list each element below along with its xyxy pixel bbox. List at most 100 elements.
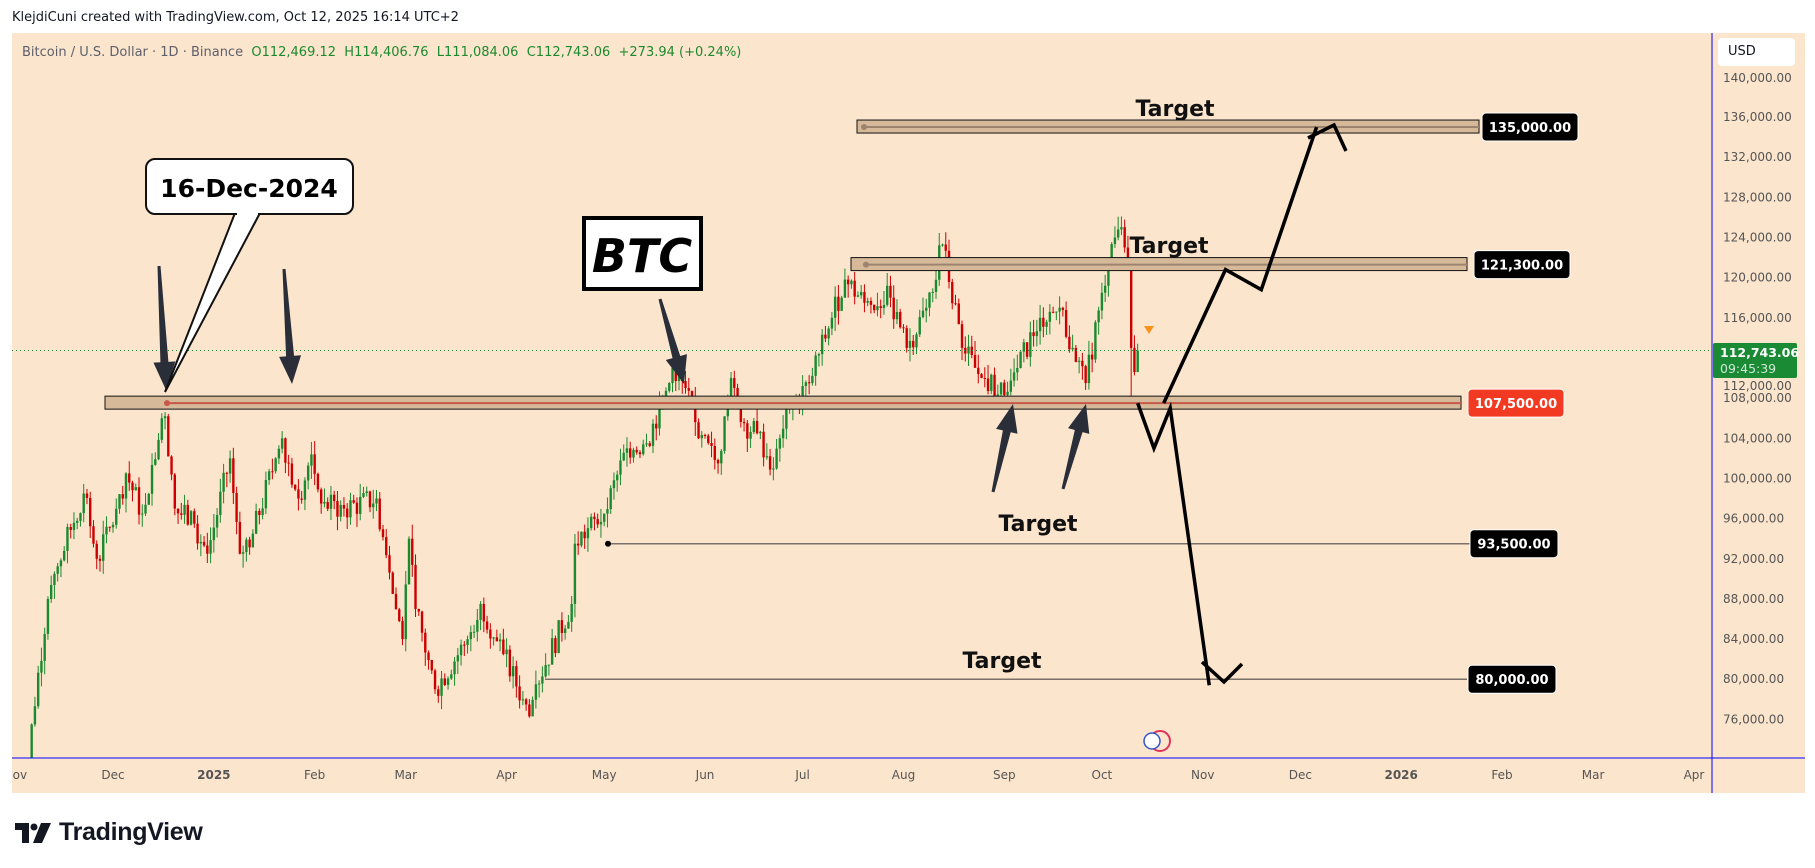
candle-body [1077,360,1081,363]
price-tick-label: 100,000.00 [1723,471,1792,485]
level-label-135000[interactable]: 135,000.00 [1481,112,1579,142]
events-flag [1143,732,1161,750]
target-label: Target [1129,234,1209,259]
candle-body [954,303,957,305]
candle-body [1006,391,1009,396]
time-tick-label: Apr [1684,768,1705,782]
candle-body [609,488,612,510]
price-tick-label: 92,000.00 [1723,552,1784,566]
level-label-121300[interactable]: 121,300.00 [1473,250,1571,280]
candle-body [1003,382,1006,396]
candle-body [313,454,316,474]
arrow-down-icon[interactable] [658,298,687,384]
time-tick-label: Mar [394,768,417,782]
level-label-93500[interactable]: 93,500.00 [1469,529,1559,559]
candle-body [602,513,606,522]
candle-body [658,397,661,429]
candle-body [359,496,362,514]
arrow-up-icon[interactable] [1061,404,1090,490]
date-callout[interactable]: 16-Dec-2024 [145,158,354,393]
candle-body [235,492,238,522]
candle-body [111,524,115,528]
arrow-down-icon[interactable] [279,268,302,384]
candle-body [986,378,990,392]
candle-body [446,678,450,685]
candle-body [160,418,163,440]
candle-body [498,639,502,642]
target-label: Target [1135,97,1215,122]
level-anchor-handle[interactable] [605,540,611,547]
level-label-107500[interactable]: 107,500.00 [1467,388,1565,418]
candle-body [694,400,697,423]
candle-body [859,291,863,296]
candle-body [869,300,873,305]
candle-body [124,473,128,499]
candle-body [915,334,918,348]
candle-body [407,538,411,585]
candle-body [443,678,446,685]
candle-body [648,443,651,446]
candle-body [716,459,720,464]
candle-body [977,367,980,375]
candle-body [1074,347,1078,363]
bearish-projection-path[interactable] [1136,401,1211,686]
candle-body [310,454,313,466]
candle-body [616,474,619,481]
candle-body [222,472,225,492]
candle-body [66,526,69,551]
arrow-down-icon[interactable] [153,265,176,390]
level-label-80000[interactable]: 80,000.00 [1467,664,1557,694]
candle-body [762,431,765,458]
time-tick-label: Sep [993,768,1016,782]
signal-marker-icon [1144,326,1154,334]
candle-body [921,310,925,318]
candle-body [960,324,964,348]
candle-body [775,448,778,469]
candle-body [951,282,954,304]
level-label-box [1473,250,1571,280]
candle-body [824,334,827,339]
candle-body [560,620,564,633]
candle-body [1081,360,1084,367]
candle-body [355,502,359,514]
currency-button[interactable]: USD [1718,38,1795,66]
zone-121300-anchor-handle[interactable] [863,261,869,268]
tradingview-logo[interactable]: TradingView [15,818,203,847]
arrow-up-icon[interactable] [991,404,1018,493]
candle-body [518,686,521,701]
candle-body [596,519,599,525]
events-flag-icon[interactable] [1143,730,1171,752]
candle-body [700,435,703,439]
candle-body [46,598,50,634]
time-tick-label: Feb [304,768,325,782]
candle-body [267,471,271,480]
candle-body [746,423,749,439]
price-tick-label: 88,000.00 [1723,592,1784,606]
candle-body [336,500,339,517]
candle-body [1129,262,1133,348]
symbol-title[interactable]: Bitcoin / U.S. Dollar · 1D · Binance [22,45,244,60]
time-tick-label: Jul [794,768,809,782]
candle-body [1009,380,1013,392]
ohlc-low: L111,084.06 [436,45,519,60]
bullish-projection-path[interactable] [1162,126,1319,404]
ohlc-open: O112,469.12 [251,45,337,60]
candle-body [121,494,124,499]
zone-107500-anchor-handle[interactable] [164,400,170,407]
time-tick-label: Mar [1582,768,1605,782]
candle-body [329,494,333,509]
candle-body [505,649,508,655]
ticker-box[interactable]: BTC [582,216,703,291]
candle-body [534,684,538,700]
candle-body [372,503,375,508]
zone-135000-anchor-handle[interactable] [861,124,867,131]
candle-body [1107,259,1110,286]
candle-body [589,516,593,529]
candle-body [557,620,560,654]
symbol-legend: Bitcoin / U.S. Dollar · 1D · Binance O11… [22,45,741,60]
price-tick-label: 116,000.00 [1723,311,1792,325]
candle-body [199,541,203,544]
candle-body [684,381,687,389]
